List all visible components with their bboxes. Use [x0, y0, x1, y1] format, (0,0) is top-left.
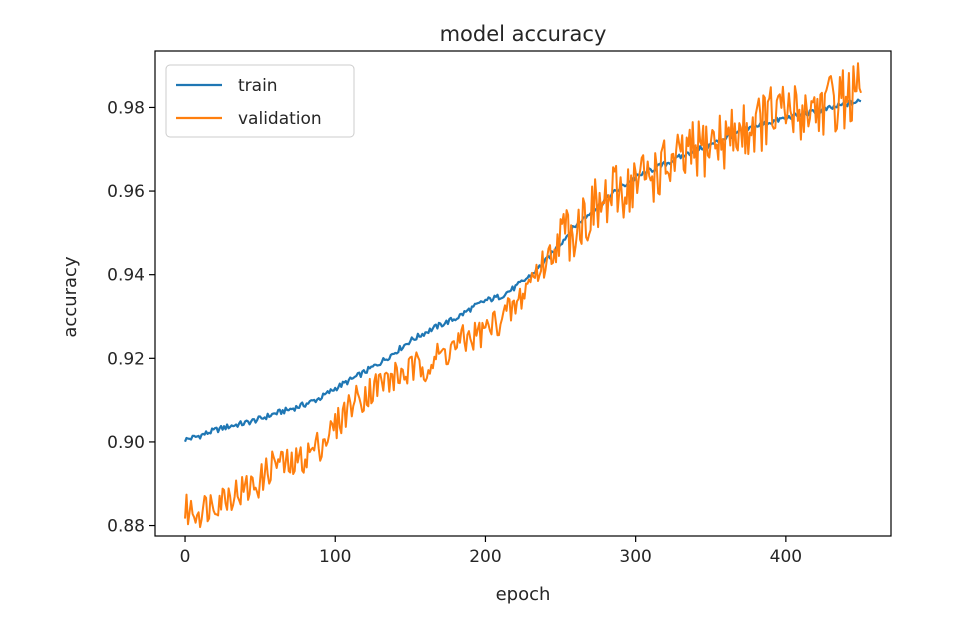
y-tick-label: 0.98: [107, 98, 145, 118]
legend-label-validation: validation: [238, 109, 322, 129]
axes-frame: [154, 50, 892, 537]
y-tick-label: 0.88: [107, 517, 145, 537]
plot-area: 0 100 200 300 400 0.88 0.90 0.92 0.94 0.96 0.98 tra…: [107, 50, 892, 567]
x-tick-label: 400: [770, 547, 802, 567]
y-tick-label: 0.94: [107, 266, 145, 286]
x-tick-label: 300: [619, 547, 651, 567]
y-tick-label: 0.96: [107, 182, 145, 202]
series-line-train: [183, 98, 862, 443]
legend-label-train: train: [238, 76, 278, 96]
series-line-validation: [184, 62, 862, 529]
x-tick-label: 0: [180, 547, 191, 567]
chart-title: model accuracy: [440, 22, 607, 46]
y-tick-label: 0.92: [107, 349, 145, 369]
x-axis-label: epoch: [496, 584, 551, 605]
legend: train validation: [165, 64, 355, 138]
y-axis-label: accuracy: [60, 256, 81, 338]
x-tick-label: 100: [319, 547, 351, 567]
y-tick-label: 0.90: [107, 433, 145, 453]
x-tick-label: 200: [469, 547, 501, 567]
